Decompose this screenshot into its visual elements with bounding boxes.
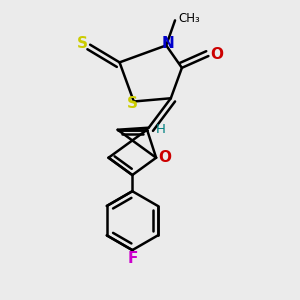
Text: S: S <box>77 36 88 51</box>
Text: F: F <box>127 251 137 266</box>
Text: O: O <box>158 150 171 165</box>
Text: N: N <box>161 36 174 51</box>
Text: H: H <box>156 123 166 136</box>
Text: O: O <box>210 47 223 62</box>
Text: S: S <box>127 96 138 111</box>
Text: CH₃: CH₃ <box>178 12 200 26</box>
